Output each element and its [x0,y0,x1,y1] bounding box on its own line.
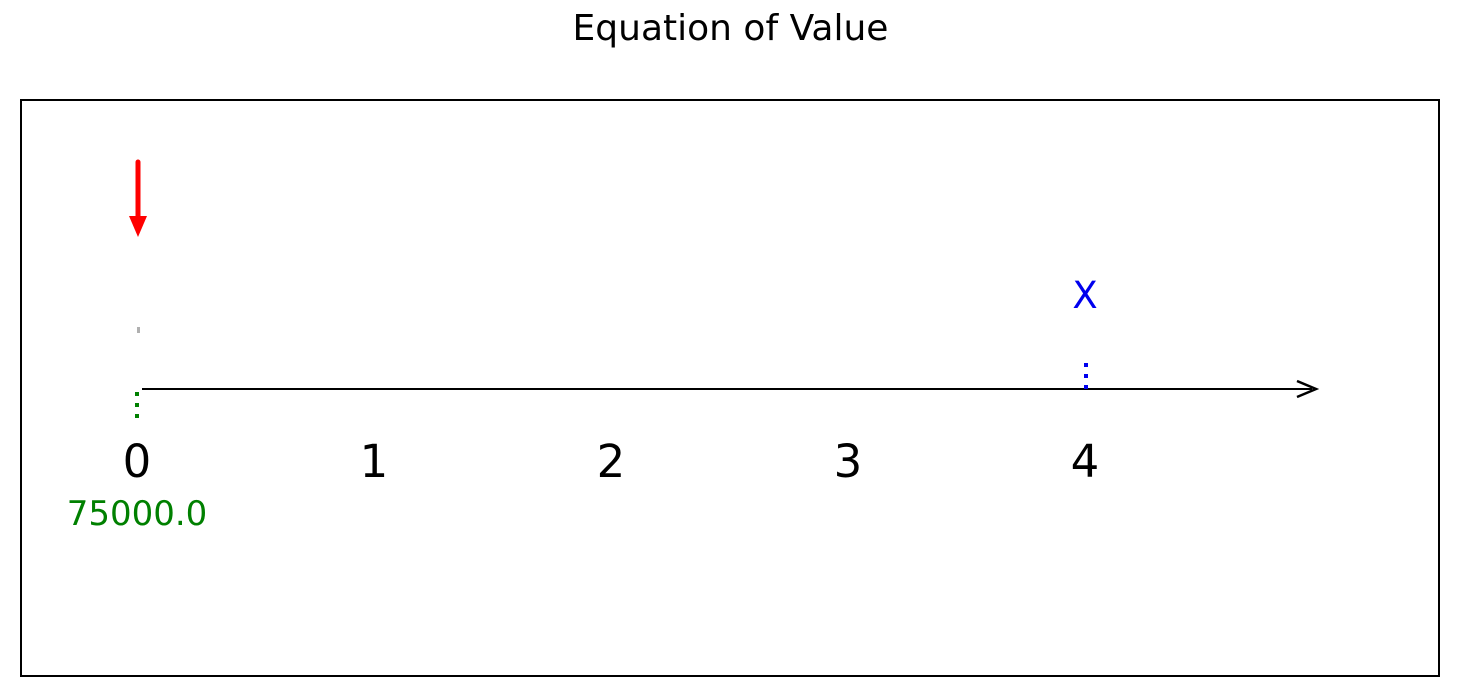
axis-tick-label-4: 4 [1070,435,1100,488]
red-down-arrow-icon [129,159,147,237]
axis-tick-label-0: 0 [122,435,152,488]
axis-tick-label-1: 1 [359,435,389,488]
unknown-value-label: X [1072,274,1098,317]
plot-border [20,99,1440,677]
tiny-artifact-mark [137,327,140,333]
payment-dotted-guide-line [135,392,139,421]
figure-title: Equation of Value [572,8,889,49]
axis-tick-label-3: 3 [833,435,863,488]
timeline-axis [142,379,1320,399]
payment-amount-label: 75000.0 [66,494,208,534]
axis-tick-label-2: 2 [596,435,626,488]
unknown-dotted-guide-line [1084,363,1088,391]
axis-arrowhead-icon [1296,379,1320,399]
